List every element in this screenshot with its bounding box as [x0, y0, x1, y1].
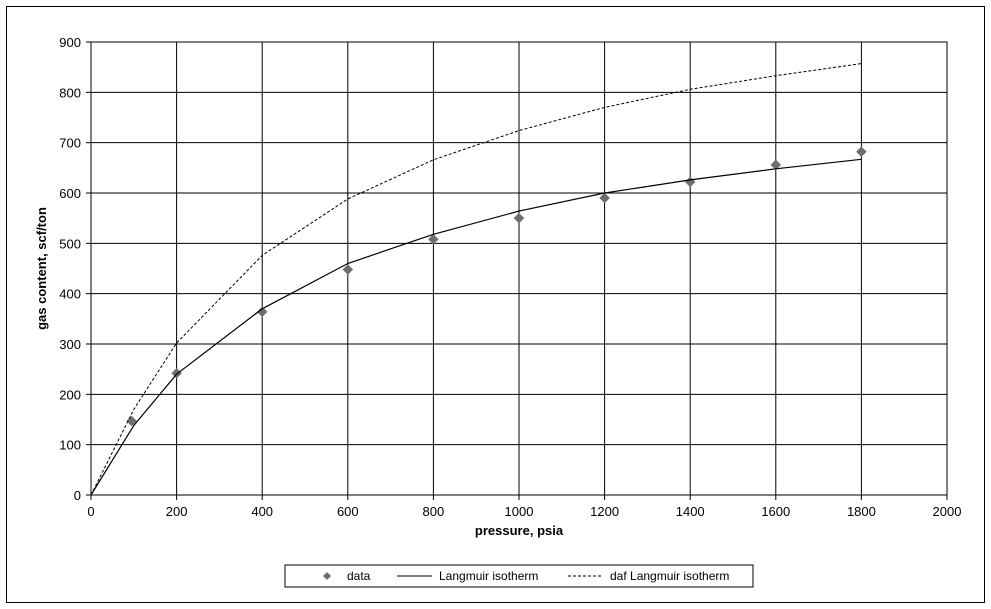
- data-point: [428, 233, 439, 245]
- chart-border: [6, 6, 985, 603]
- series-layer: [90, 63, 867, 496]
- x-tick-label: 1400: [676, 504, 705, 519]
- x-tick-label: 2000: [933, 504, 962, 519]
- y-tick-label: 900: [59, 35, 81, 50]
- legend-box: [284, 564, 754, 588]
- legend-marker-data: [323, 572, 331, 580]
- y-tick-label: 100: [59, 438, 81, 453]
- langmuir-curve: [90, 158, 862, 496]
- y-tick-label: 300: [59, 337, 81, 352]
- x-tick-label: 1000: [505, 504, 534, 519]
- data-point: [256, 306, 268, 318]
- data-point: [770, 159, 782, 171]
- legend-label-langmuir: Langmuir isotherm: [439, 569, 538, 583]
- tick-labels: 0 200 400 600 800 1000 1200 1400 1600 1800 2000 0 10…: [59, 35, 961, 519]
- y-tick-label: 0: [74, 488, 81, 503]
- y-tick-label: 200: [59, 387, 81, 402]
- y-tick-label: 700: [59, 136, 81, 151]
- x-tick-label: 0: [87, 504, 94, 519]
- data-point: [856, 146, 867, 158]
- langmuir-chart: 0 200 400 600 800 1000 1200 1400 1600 1800 2000 0 10…: [6, 6, 985, 603]
- x-tick-label: 1600: [761, 504, 790, 519]
- y-tick-label: 500: [59, 236, 81, 251]
- x-tick-label: 600: [337, 504, 359, 519]
- x-axis-title: pressure, psia: [475, 523, 564, 538]
- x-tick-label: 400: [251, 504, 273, 519]
- legend-label-daf-langmuir: daf Langmuir isotherm: [610, 569, 729, 583]
- data-point: [513, 212, 525, 224]
- x-tick-label: 1200: [590, 504, 619, 519]
- y-tick-label: 400: [59, 287, 81, 302]
- legend: data Langmuir isotherm daf Langmuir isot…: [284, 564, 754, 588]
- legend-label-data: data: [347, 569, 371, 583]
- y-axis-title: gas content, scf/ton: [34, 207, 49, 330]
- y-tick-label: 600: [59, 186, 81, 201]
- x-tick-label: 1800: [847, 504, 876, 519]
- y-tick-label: 800: [59, 85, 81, 100]
- chart-frame: 0 200 400 600 800 1000 1200 1400 1600 1800 2000 0 10…: [6, 6, 985, 603]
- x-tick-label: 200: [166, 504, 188, 519]
- x-tick-label: 800: [423, 504, 445, 519]
- data-point: [342, 264, 354, 275]
- data-point: [599, 192, 610, 204]
